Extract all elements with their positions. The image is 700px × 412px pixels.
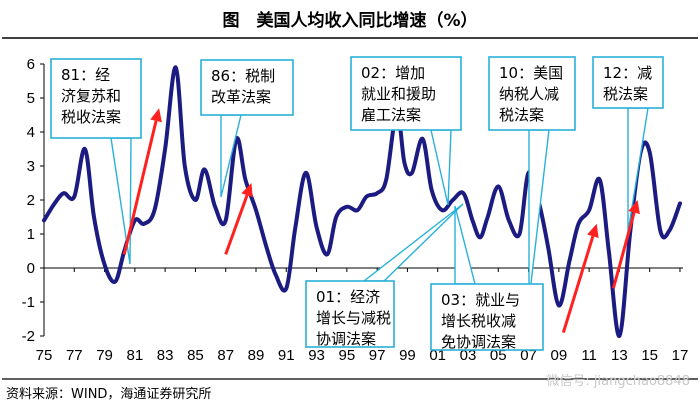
y-tick-label: 1	[27, 226, 35, 243]
source-note: 资料来源：WIND，海通证券研究所	[6, 386, 211, 402]
x-tick-label: 03	[460, 347, 477, 364]
y-tick-label: 2	[27, 192, 35, 209]
arrow-shaft	[224, 194, 249, 255]
callout-box	[50, 58, 142, 139]
red-arrow	[122, 108, 162, 255]
callout-text: 税收法案	[61, 108, 121, 126]
callout-box	[350, 56, 462, 131]
callout-box	[430, 283, 544, 351]
callout-text: 增长税收减	[441, 312, 516, 330]
red-arrow	[611, 200, 640, 289]
x-tick-label: 99	[399, 347, 416, 364]
series-line	[42, 65, 682, 339]
callout-text: 免协调法案	[441, 333, 516, 351]
callout-text: 协调法案	[316, 330, 376, 348]
x-tick-label: 89	[248, 347, 265, 364]
callout-box	[305, 280, 395, 348]
callout-text: 02：增加	[361, 64, 425, 82]
x-tick-label: 93	[308, 347, 325, 364]
arrow-head	[150, 108, 162, 123]
y-tick-label: 0	[27, 260, 35, 277]
callout-text: 济复苏和	[61, 87, 121, 105]
callout-box	[488, 56, 576, 131]
callout-text: 12：减	[603, 64, 652, 82]
y-tick-label: -1	[22, 294, 35, 311]
arrow-head	[241, 183, 253, 198]
series-layer	[42, 65, 682, 339]
callout-text: 税法案	[499, 106, 544, 124]
arrow-shaft	[561, 235, 595, 334]
callout-text: 税法案	[603, 85, 648, 103]
y-tick-label: 4	[27, 124, 35, 141]
x-tick-label: 07	[520, 347, 537, 364]
callout-box	[200, 59, 294, 116]
arrow-head	[587, 223, 599, 238]
x-tick-label: 95	[338, 347, 355, 364]
callout-text: 86：税制	[211, 67, 275, 85]
x-tick-label: 13	[611, 347, 628, 364]
x-tick-label: 75	[36, 347, 53, 364]
x-tick-label: 77	[66, 347, 83, 364]
callout-text: 01：经济	[316, 288, 380, 306]
arrow-shaft	[611, 212, 636, 289]
red-arrow	[224, 183, 253, 255]
callout-text: 增长与减税	[316, 309, 391, 327]
y-tick-label: 3	[27, 158, 35, 175]
callout-text: 改革法案	[211, 88, 271, 106]
watermark: 微信号: jiangchao8848	[546, 374, 690, 389]
x-tick-label: 09	[550, 347, 567, 364]
arrow-shaft	[122, 120, 158, 255]
callout-pointer	[361, 203, 464, 282]
x-tick-label: 85	[187, 347, 204, 364]
x-tick-label: 97	[369, 347, 386, 364]
x-tick-label: 87	[217, 347, 234, 364]
callout-text: 10：美国	[499, 64, 563, 82]
x-tick-label: 11	[581, 347, 597, 364]
x-tick-label: 81	[127, 347, 144, 364]
y-tick-label: 6	[27, 56, 35, 73]
red-arrow	[561, 223, 599, 334]
chart-title: 图 美国人均收入同比增速（%）	[222, 10, 477, 31]
x-tick-label: 17	[672, 347, 689, 364]
y-tick-label: 5	[27, 90, 35, 107]
callout-text: 就业和援助	[361, 85, 436, 103]
x-tick-label: 79	[96, 347, 113, 364]
arrow-head	[628, 200, 640, 215]
callout-box	[592, 56, 664, 109]
x-tick-label: 15	[641, 347, 658, 364]
callout-text: 81：经	[61, 66, 110, 84]
arrows-layer	[122, 108, 640, 334]
y-tick-label: -2	[22, 328, 35, 345]
callout-text: 纳税人减	[499, 85, 559, 103]
callout-text: 雇工法案	[361, 106, 421, 124]
x-tick-label: 91	[278, 347, 295, 364]
callout-text: 03：就业与	[441, 291, 520, 309]
x-tick-label: 83	[157, 347, 174, 364]
callout-pointer	[528, 129, 550, 301]
x-tick-label: 01	[429, 347, 446, 364]
x-tick-label: 05	[490, 347, 507, 364]
